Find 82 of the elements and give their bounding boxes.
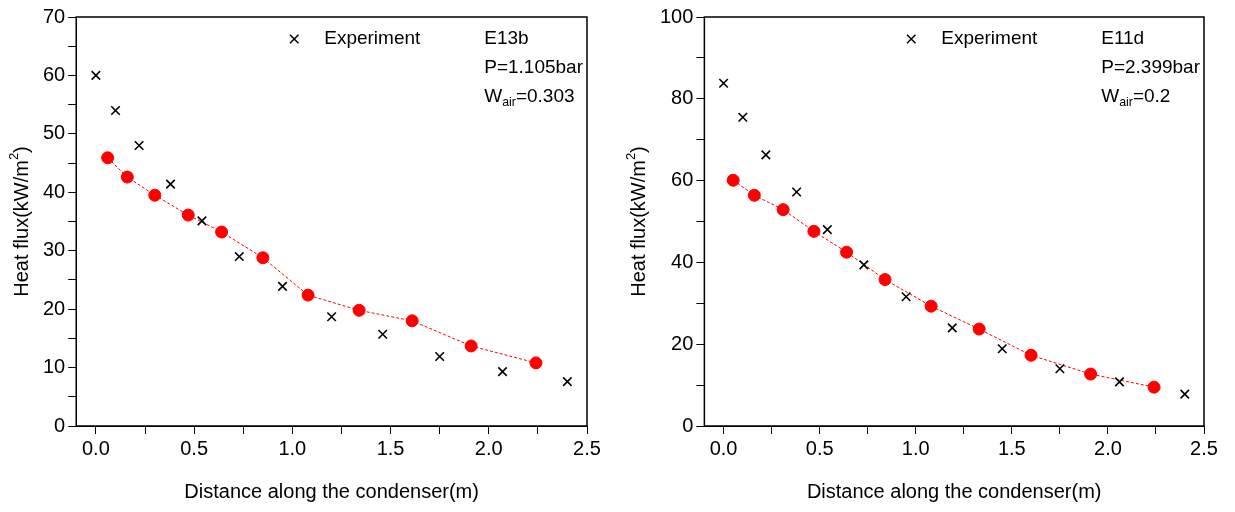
point — [148, 188, 162, 202]
x-tick-label: 0.0 — [709, 436, 738, 459]
point — [90, 70, 101, 81]
x-tick-label: 2.5 — [1190, 436, 1218, 459]
point — [1147, 380, 1161, 394]
point — [1054, 363, 1065, 374]
y-tick-label: 10 — [43, 355, 66, 378]
point — [760, 149, 771, 160]
y-tick-label: 40 — [43, 179, 66, 202]
point — [165, 179, 176, 190]
x-tick-label: 2.0 — [474, 436, 503, 459]
point — [326, 311, 337, 322]
point — [791, 187, 802, 198]
point — [377, 329, 388, 340]
point — [110, 105, 121, 116]
point — [924, 299, 938, 313]
point — [181, 208, 195, 222]
x-tick-label: 0.5 — [180, 436, 209, 459]
point — [1024, 348, 1038, 362]
point — [562, 376, 573, 387]
point — [822, 224, 833, 235]
point — [726, 173, 740, 187]
point — [497, 366, 508, 377]
point — [718, 78, 729, 89]
point — [434, 351, 445, 362]
point — [807, 224, 821, 238]
point — [1084, 367, 1098, 381]
point — [858, 259, 869, 270]
legend-label: Experiment — [941, 27, 1039, 49]
point — [776, 203, 790, 217]
point — [215, 225, 229, 239]
x-tick-label: 1.0 — [901, 436, 930, 459]
point — [277, 281, 288, 292]
point — [256, 251, 270, 265]
point — [747, 188, 761, 202]
point — [840, 245, 854, 259]
point — [352, 303, 366, 317]
y-tick-label: 50 — [43, 121, 66, 144]
y-tick-label: 40 — [671, 249, 694, 272]
annotation: E13b — [484, 27, 529, 49]
point — [301, 288, 315, 302]
annotation: E11d — [1101, 27, 1145, 49]
y-tick-label: 60 — [671, 168, 694, 191]
x-tick-label: 0.5 — [805, 436, 834, 459]
point — [972, 322, 986, 336]
point — [737, 112, 748, 123]
y-tick-label: 60 — [43, 62, 66, 85]
x-axis-title: Distance along the condenser(m) — [184, 479, 479, 502]
point — [464, 339, 478, 353]
y-tick-label: 0 — [54, 413, 66, 436]
annotation: P=2.399bar — [1101, 56, 1201, 78]
point — [196, 215, 208, 226]
y-tick-label: 70 — [43, 4, 66, 27]
y-tick-label: 20 — [43, 296, 66, 319]
point — [101, 151, 115, 165]
point — [947, 322, 958, 333]
x-tick-label: 0.0 — [81, 436, 110, 459]
y-axis-title: Heat flux(kW/m2) — [622, 146, 649, 297]
y-tick-label: 100 — [659, 4, 694, 27]
point — [234, 251, 245, 262]
point — [901, 291, 912, 302]
legend-label: Experiment — [324, 27, 422, 49]
point — [405, 314, 419, 328]
point — [134, 140, 145, 151]
x-axis-title: Distance along the condenser(m) — [806, 479, 1102, 502]
x-tick-label: 1.5 — [376, 436, 405, 459]
y-tick-label: 20 — [671, 331, 694, 354]
point — [1114, 376, 1125, 387]
y-tick-label: 80 — [671, 86, 694, 109]
x-tick-label: 2.0 — [1094, 436, 1122, 459]
annotation: P=1.105bar — [484, 56, 584, 78]
point — [997, 343, 1008, 354]
x-tick-label: 1.0 — [278, 436, 307, 459]
y-axis-title: Heat flux(kW/m2) — [5, 146, 32, 297]
point — [1179, 389, 1190, 400]
point — [878, 273, 892, 287]
point — [120, 170, 134, 184]
y-tick-label: 0 — [682, 413, 694, 436]
y-tick-label: 30 — [43, 238, 66, 261]
x-tick-label: 2.5 — [573, 436, 601, 459]
x-tick-label: 1.5 — [997, 436, 1026, 459]
point — [529, 356, 543, 370]
